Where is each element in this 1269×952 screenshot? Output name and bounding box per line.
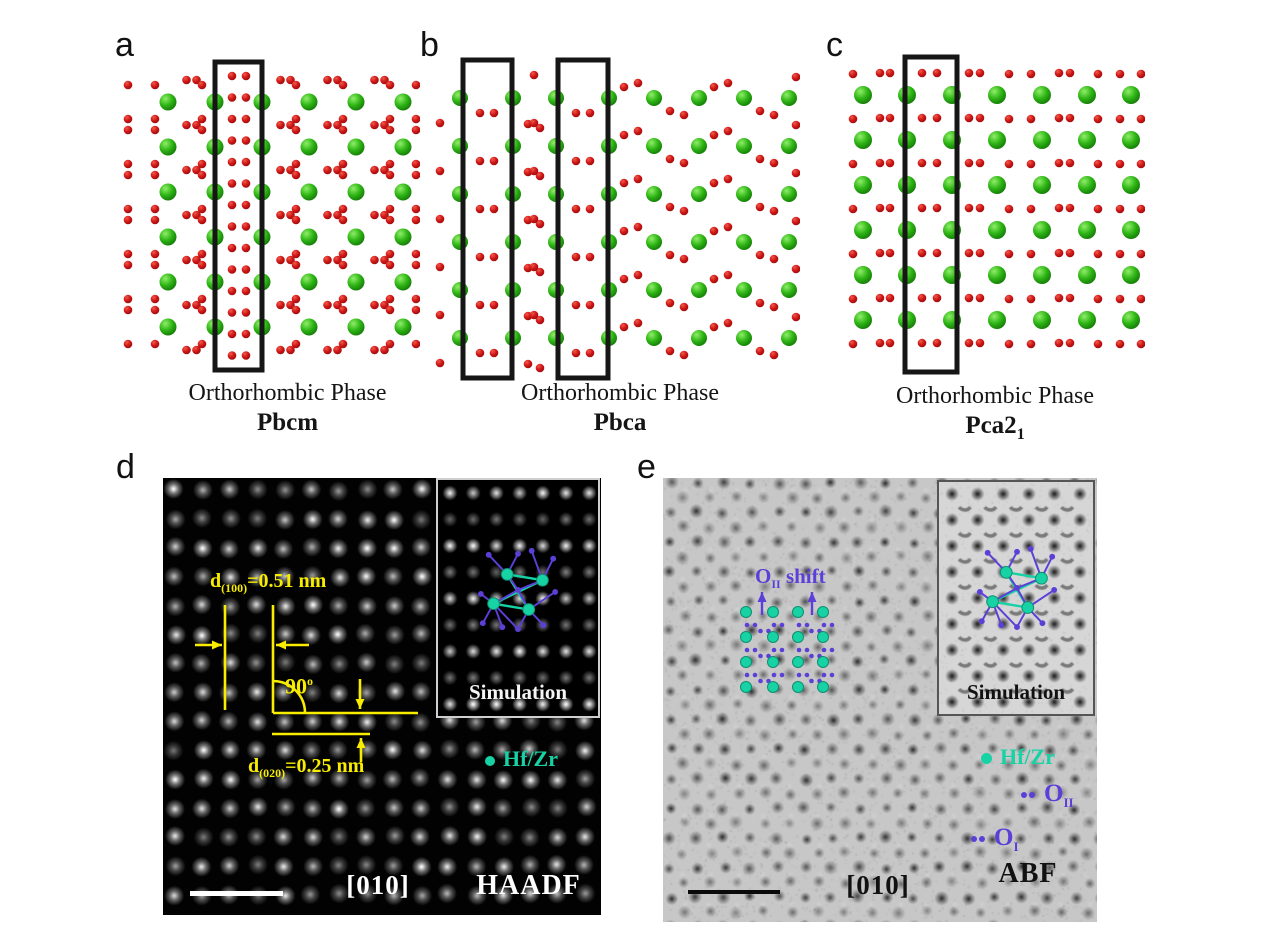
caption-a-group: Pbcm <box>256 409 319 436</box>
angle-90-label: 90o <box>285 673 313 699</box>
d100-spacing-label: d(100)=0.51 nm <box>210 570 327 595</box>
panel-a-letter: a <box>115 26 134 64</box>
o1-legend: OI <box>971 824 1019 855</box>
o2-legend: OII <box>1021 780 1074 811</box>
panel-c-letter: c <box>826 26 843 64</box>
panel-d-letter: d <box>116 448 135 486</box>
hfzr-legend: Hf/Zr <box>981 744 1055 770</box>
caption-b: Orthorhombic Phase Pbca <box>460 380 780 437</box>
haadf-simulation-inset: Simulation <box>436 478 600 718</box>
simulation-label-d: Simulation <box>468 680 568 704</box>
haadf-simulation-image <box>438 480 598 716</box>
zone-axis-label-d: [010] <box>346 870 410 900</box>
scale-bar-haadf <box>190 891 283 896</box>
caption-a: Orthorhombic Phase Pbcm <box>130 380 445 437</box>
o2-dot-icon <box>1029 792 1035 799</box>
abf-simulation-inset: Simulation <box>937 480 1095 716</box>
simulation-label-e: Simulation <box>966 680 1066 704</box>
hfzr-dot-icon <box>485 755 495 766</box>
o2-dot-icon <box>1021 792 1027 799</box>
panel-b-letter: b <box>420 26 439 64</box>
d020-spacing-label: d(020)=0.25 nm <box>248 755 365 780</box>
pca21-structure-diagram <box>848 54 1145 375</box>
caption-c-group: Pca21 <box>965 412 1025 443</box>
haadf-panel: d(100)=0.51 nm 90o d(020)=0.25 nm Simula… <box>163 478 601 915</box>
crystal-model-overlay <box>477 547 559 633</box>
hfzr-legend: Hf/Zr <box>485 746 558 772</box>
abf-simulation-image <box>939 482 1093 714</box>
pbca-structure-diagram <box>435 57 800 381</box>
imaging-mode-label-haadf: HAADF <box>476 870 581 901</box>
o1-dot-icon <box>971 836 977 843</box>
caption-a-phase: Orthorhombic Phase <box>188 380 387 406</box>
crystal-model-overlay <box>976 545 1058 631</box>
scale-bar-abf <box>688 890 780 894</box>
zone-axis-label-e: [010] <box>846 870 910 900</box>
caption-b-phase: Orthorhombic Phase <box>521 380 719 406</box>
hfzr-dot-icon <box>981 753 992 765</box>
oxygen-shift-label: OII shift <box>755 564 826 592</box>
abf-panel: OII shift Simulation Hf/Zr OII OI [010] … <box>663 478 1097 922</box>
haadf-measurement-overlay <box>195 605 418 762</box>
imaging-mode-label-abf: ABF <box>998 858 1058 889</box>
caption-c: Orthorhombic Phase Pca21 <box>835 383 1155 444</box>
pbcm-structure-diagram <box>123 59 420 373</box>
abf-atom-overlay <box>740 592 835 693</box>
caption-c-phase: Orthorhombic Phase <box>896 383 1094 409</box>
panel-e-letter: e <box>637 448 656 486</box>
caption-b-group: Pbca <box>593 409 647 436</box>
o1-dot-icon <box>979 836 985 843</box>
